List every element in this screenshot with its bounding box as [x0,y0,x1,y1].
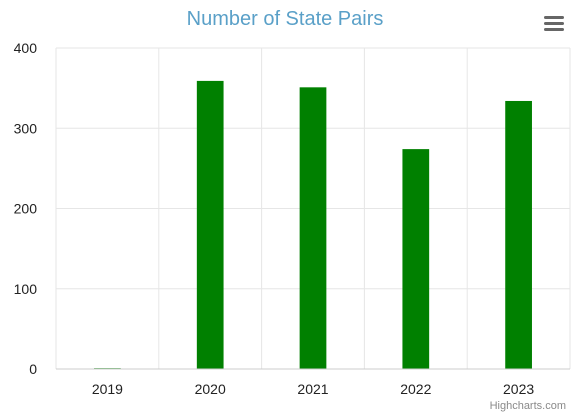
grid [55,47,571,370]
x-tick-label: 2020 [195,381,226,397]
y-axis: 0 100 200 300 400 [14,40,38,377]
y-tick-label: 0 [29,361,37,377]
x-tick-label: 2022 [400,381,431,397]
chart-title: Number of State Pairs [187,8,384,30]
y-tick-label: 100 [14,281,38,297]
y-tick-label: 200 [14,201,38,217]
bar-2020[interactable] [196,80,224,369]
bar-2023[interactable] [505,100,532,369]
bars [94,80,532,370]
y-tick-label: 400 [14,40,38,56]
credits-link[interactable]: Highcharts.com [490,400,566,412]
hamburger-menu-icon[interactable] [540,12,566,38]
x-tick-label: 2019 [92,381,123,397]
bar-2022[interactable] [402,149,430,369]
bar-2021[interactable] [299,87,327,369]
x-tick-label: 2021 [297,381,328,397]
y-tick-label: 300 [14,120,38,136]
x-axis: 2019 2020 2021 2022 2023 [56,368,570,397]
x-tick-label: 2023 [503,381,534,397]
